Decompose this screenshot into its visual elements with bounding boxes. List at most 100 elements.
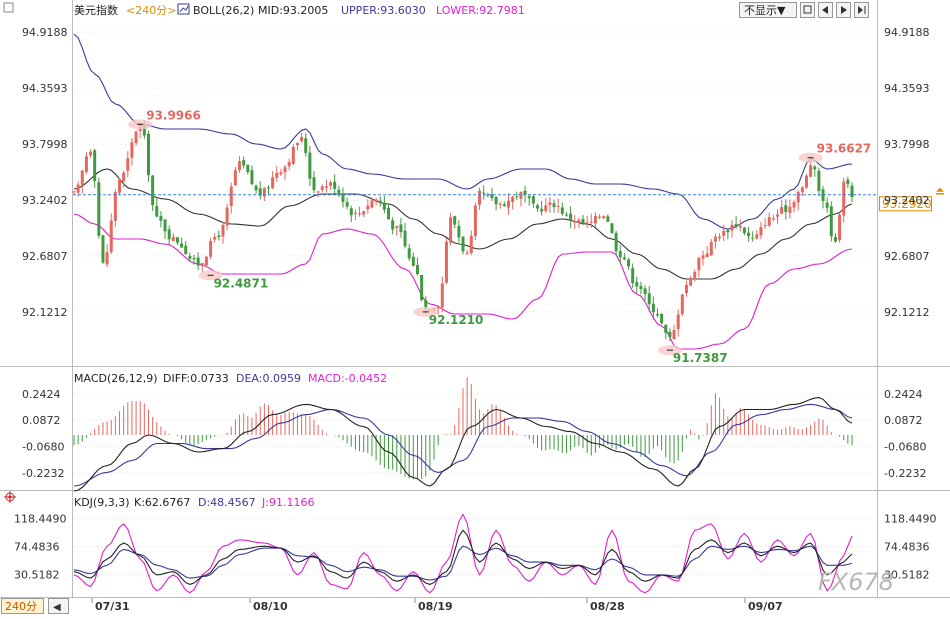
candle-body (84, 156, 88, 172)
candle-body (370, 200, 374, 208)
price-tick-label-left: 94.3593 (22, 82, 68, 95)
time-tick-label: 08/28 (590, 600, 625, 613)
candle-body (101, 235, 105, 263)
candle-body (196, 257, 200, 266)
macd-title: MACD(26,12,9) (74, 372, 158, 385)
price-tick-label-left: 94.9188 (22, 26, 68, 39)
candle-body (420, 274, 424, 300)
candle-body (755, 234, 759, 239)
period-button[interactable]: 240分 (1, 598, 44, 614)
candle-body (813, 166, 817, 170)
candle-body (726, 230, 730, 233)
candle-body (93, 150, 97, 182)
candle-body (262, 188, 266, 197)
candle-body (577, 220, 581, 223)
toolbar: 不显示▼ (739, 2, 869, 18)
kdj-axis: 118.4490 118.4490 74.4836 74.4836 30.5182 30.… (14, 513, 937, 582)
candle-body (684, 284, 688, 294)
scroll-left-button[interactable] (818, 2, 833, 18)
candle-body (776, 214, 780, 217)
candle-body (304, 138, 308, 153)
candle-body (502, 204, 506, 207)
collapse-icon[interactable] (3, 2, 14, 13)
candle-body (829, 206, 833, 237)
candle-body (146, 133, 150, 176)
candle-body (333, 181, 337, 189)
macd-dea-label: DEA:0.0959 (236, 372, 301, 385)
price-tick-label-right: 94.9188 (884, 26, 930, 39)
price-tick-label-right: 93.2402 (884, 194, 930, 207)
low-label: 92.4871 (214, 276, 269, 290)
scroll-right-button[interactable] (836, 2, 851, 18)
candle-body (656, 314, 659, 316)
candle-body (391, 220, 395, 230)
macd-tick-label-left: -0.0680 (22, 441, 64, 454)
candle-body (767, 217, 771, 226)
candle-body (275, 172, 279, 178)
candle-body (515, 196, 519, 198)
candle-body (171, 236, 175, 241)
macd-diff-line (73, 397, 853, 492)
candle-body (693, 272, 697, 280)
window-icon (803, 5, 812, 14)
boll-settings-icon[interactable] (177, 3, 190, 15)
candle-body (511, 196, 515, 202)
candle-body (589, 221, 593, 223)
low-label: 92.1210 (429, 313, 484, 327)
candle-body (291, 146, 295, 164)
nav-left-icon: ◀ (53, 602, 61, 613)
boll-lower-label: LOWER:92.7981 (436, 4, 525, 17)
candle-body (771, 218, 775, 220)
candle-body (598, 216, 602, 218)
candle-body (709, 242, 713, 256)
candle-body (180, 243, 184, 248)
candle-body (250, 170, 254, 185)
candle-body (358, 213, 362, 215)
candle-body (258, 188, 262, 196)
kdj-d-label: D:48.4567 (198, 496, 256, 509)
candle-body (267, 187, 270, 189)
candle-body (399, 224, 403, 233)
candle-body (701, 255, 705, 259)
candle-body (672, 330, 676, 340)
candle-body (213, 236, 217, 240)
candle-body (846, 179, 850, 185)
candle-body (664, 324, 668, 333)
candle-body (606, 216, 610, 222)
kdj-legend: KDJ(9,3,3) K:62.6767 D:48.4567 J:91.1166 (4, 491, 314, 509)
boll-label: BOLL(26,2) (193, 4, 254, 17)
candle-body (72, 191, 76, 193)
candle-body (552, 203, 556, 207)
candle-body (345, 202, 349, 207)
macd-tick-label-left: -0.2232 (22, 467, 64, 480)
low-label: 91.7387 (673, 351, 728, 365)
candle-body (97, 182, 101, 236)
candle-body (444, 241, 448, 283)
candle-body (838, 214, 842, 241)
period-button-label: 240分 (5, 600, 37, 613)
candle-body (713, 236, 717, 242)
candle-body (610, 223, 614, 234)
candle-body (134, 131, 138, 144)
hide-indicator-button[interactable]: 不显示▼ (739, 2, 797, 18)
candle-body (465, 252, 469, 254)
window-button[interactable] (800, 2, 815, 18)
candle-body (523, 190, 527, 195)
candle-body (569, 213, 573, 221)
kdj-tick-label-right: 118.4490 (884, 513, 937, 526)
nav-left-button[interactable]: ◀ (48, 598, 69, 614)
settings-icon[interactable] (4, 491, 16, 503)
candle-body (622, 257, 626, 260)
kdj-tick-label-left: 30.5182 (14, 569, 60, 582)
scroll-end-button[interactable] (854, 2, 869, 18)
candle-body (680, 294, 684, 315)
candle-body (349, 208, 353, 216)
candle-body (271, 177, 275, 189)
scroll-end-icon (858, 6, 863, 14)
candle-body (287, 162, 291, 167)
candle-body (585, 222, 589, 224)
candle-body (324, 186, 328, 188)
candle-body (254, 185, 258, 191)
candle-body (730, 224, 734, 231)
